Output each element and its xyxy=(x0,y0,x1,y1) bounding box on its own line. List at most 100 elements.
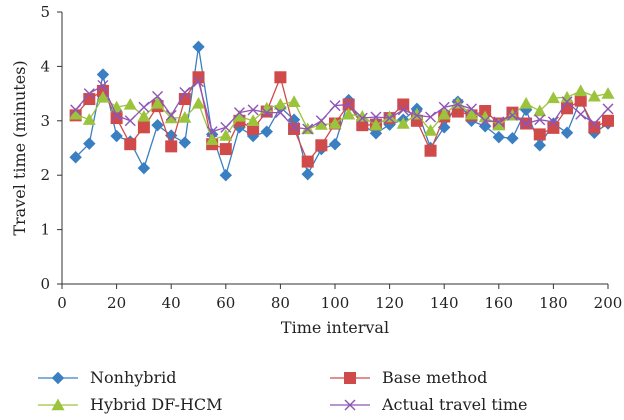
data-point-base-method xyxy=(602,114,614,127)
x-tick-label: 180 xyxy=(539,294,568,312)
data-point-hybrid-df-hcm xyxy=(246,114,260,126)
data-point-actual-travel-time xyxy=(602,103,614,115)
x-tick-label: 80 xyxy=(271,294,290,312)
data-point-base-method xyxy=(192,71,205,84)
y-tick-label: 4 xyxy=(40,57,50,75)
x-marker-stroke xyxy=(261,107,273,119)
data-point-actual-travel-time xyxy=(452,98,464,110)
series-line-base-method xyxy=(75,75,609,163)
x-marker-stroke xyxy=(479,115,491,127)
x-marker-stroke xyxy=(315,115,327,127)
data-point-actual-travel-time xyxy=(384,112,396,124)
data-point-hybrid-df-hcm xyxy=(492,118,506,131)
data-point-actual-travel-time xyxy=(124,115,136,127)
x-axis-ticks: 0 20 40 60 80 100 120 140 160 180 200 xyxy=(57,284,622,312)
data-point-actual-travel-time xyxy=(356,112,368,124)
x-marker-stroke xyxy=(534,114,546,126)
data-point-actual-travel-time xyxy=(329,100,341,112)
x-marker-stroke xyxy=(356,112,368,124)
data-point-hybrid-df-hcm xyxy=(465,107,478,120)
y-tick-label: 3 xyxy=(40,112,50,130)
legend-item-nonhybrid: Nonhybrid xyxy=(38,368,177,387)
x-marker-stroke xyxy=(165,109,177,121)
data-point-hybrid-df-hcm xyxy=(69,107,83,120)
data-point-actual-travel-time xyxy=(479,115,491,127)
series-line-actual-travel-time xyxy=(75,80,609,133)
x-marker-stroke xyxy=(452,98,464,110)
data-point-actual-travel-time xyxy=(438,101,450,113)
data-point-base-method xyxy=(533,128,546,141)
data-point-hybrid-df-hcm xyxy=(437,107,451,120)
legend-label: Actual travel time xyxy=(381,395,528,414)
data-point-base-method xyxy=(356,119,369,132)
data-point-base-method xyxy=(424,144,437,157)
x-marker-stroke xyxy=(344,399,356,411)
data-point-base-method xyxy=(165,140,178,153)
data-point-nonhybrid xyxy=(492,130,506,144)
data-point-nonhybrid xyxy=(260,125,273,138)
data-point-nonhybrid xyxy=(178,136,192,149)
data-point-hybrid-df-hcm xyxy=(383,110,397,123)
legend-item-actual-travel-time: Actual travel time xyxy=(330,395,528,414)
legend-item-base-method: Base method xyxy=(330,368,487,387)
series-line-hybrid-df-hcm xyxy=(75,90,609,141)
legend-label: Hybrid DF-HCM xyxy=(90,395,223,414)
data-point-base-method xyxy=(301,155,314,168)
x-marker-stroke xyxy=(247,104,259,116)
data-point-nonhybrid xyxy=(69,151,82,164)
x-tick-label: 120 xyxy=(375,294,404,312)
data-point-hybrid-df-hcm xyxy=(478,110,492,123)
x-marker-stroke xyxy=(506,109,518,121)
x-tick-label: 140 xyxy=(430,294,459,312)
data-point-base-method xyxy=(247,122,260,135)
data-point-hybrid-df-hcm xyxy=(533,104,547,117)
data-point-actual-travel-time xyxy=(315,115,327,127)
data-point-hybrid-df-hcm xyxy=(424,124,438,136)
data-point-hybrid-df-hcm xyxy=(342,107,356,120)
x-marker-stroke xyxy=(111,109,123,121)
data-point-actual-travel-time xyxy=(138,101,150,113)
x-marker-stroke xyxy=(547,116,559,128)
x-marker-stroke xyxy=(602,103,614,115)
series-layer xyxy=(69,40,615,182)
data-point-actual-travel-time xyxy=(493,116,505,128)
data-point-actual-travel-time xyxy=(575,108,587,120)
y-axis-title: Travel time (minutes) xyxy=(10,60,29,235)
data-point-hybrid-df-hcm xyxy=(137,109,151,122)
data-point-actual-travel-time xyxy=(466,103,477,115)
legend-marker-base-method xyxy=(344,372,356,384)
data-point-hybrid-df-hcm xyxy=(601,87,615,99)
y-axis-ticks: 0 1 2 3 4 5 xyxy=(40,3,62,293)
data-point-nonhybrid xyxy=(83,137,96,150)
x-tick-label: 100 xyxy=(321,294,350,312)
data-point-nonhybrid xyxy=(560,126,574,139)
data-point-hybrid-df-hcm xyxy=(560,90,574,103)
data-point-hybrid-df-hcm xyxy=(82,113,96,125)
series-line-nonhybrid xyxy=(75,46,609,178)
data-point-base-method xyxy=(124,138,137,151)
x-tick-label: 160 xyxy=(484,294,513,312)
x-tick-label: 0 xyxy=(57,294,67,312)
x-marker-stroke xyxy=(97,79,109,91)
x-marker-stroke xyxy=(220,121,232,133)
data-point-actual-travel-time xyxy=(152,90,164,102)
data-point-actual-travel-time xyxy=(247,104,259,116)
y-tick-label: 5 xyxy=(40,3,50,21)
x-marker-stroke xyxy=(370,111,382,123)
data-point-hybrid-df-hcm xyxy=(178,111,192,123)
data-point-hybrid-df-hcm xyxy=(355,109,369,122)
data-point-actual-travel-time xyxy=(97,79,109,91)
data-point-hybrid-df-hcm xyxy=(314,118,328,130)
x-marker-stroke xyxy=(397,104,409,116)
x-marker-stroke xyxy=(411,109,423,121)
data-point-base-method xyxy=(588,121,601,134)
data-point-hybrid-df-hcm xyxy=(519,96,533,109)
legend-item-hybrid-df-hcm: Hybrid DF-HCM xyxy=(38,395,223,414)
data-point-actual-travel-time xyxy=(233,107,245,119)
data-point-nonhybrid xyxy=(137,161,151,175)
legend-marker-hybrid-df-hcm xyxy=(51,398,65,411)
data-point-base-method xyxy=(110,112,123,125)
x-marker-stroke xyxy=(575,108,587,120)
x-tick-label: 40 xyxy=(162,294,181,312)
data-point-actual-travel-time xyxy=(193,76,204,88)
